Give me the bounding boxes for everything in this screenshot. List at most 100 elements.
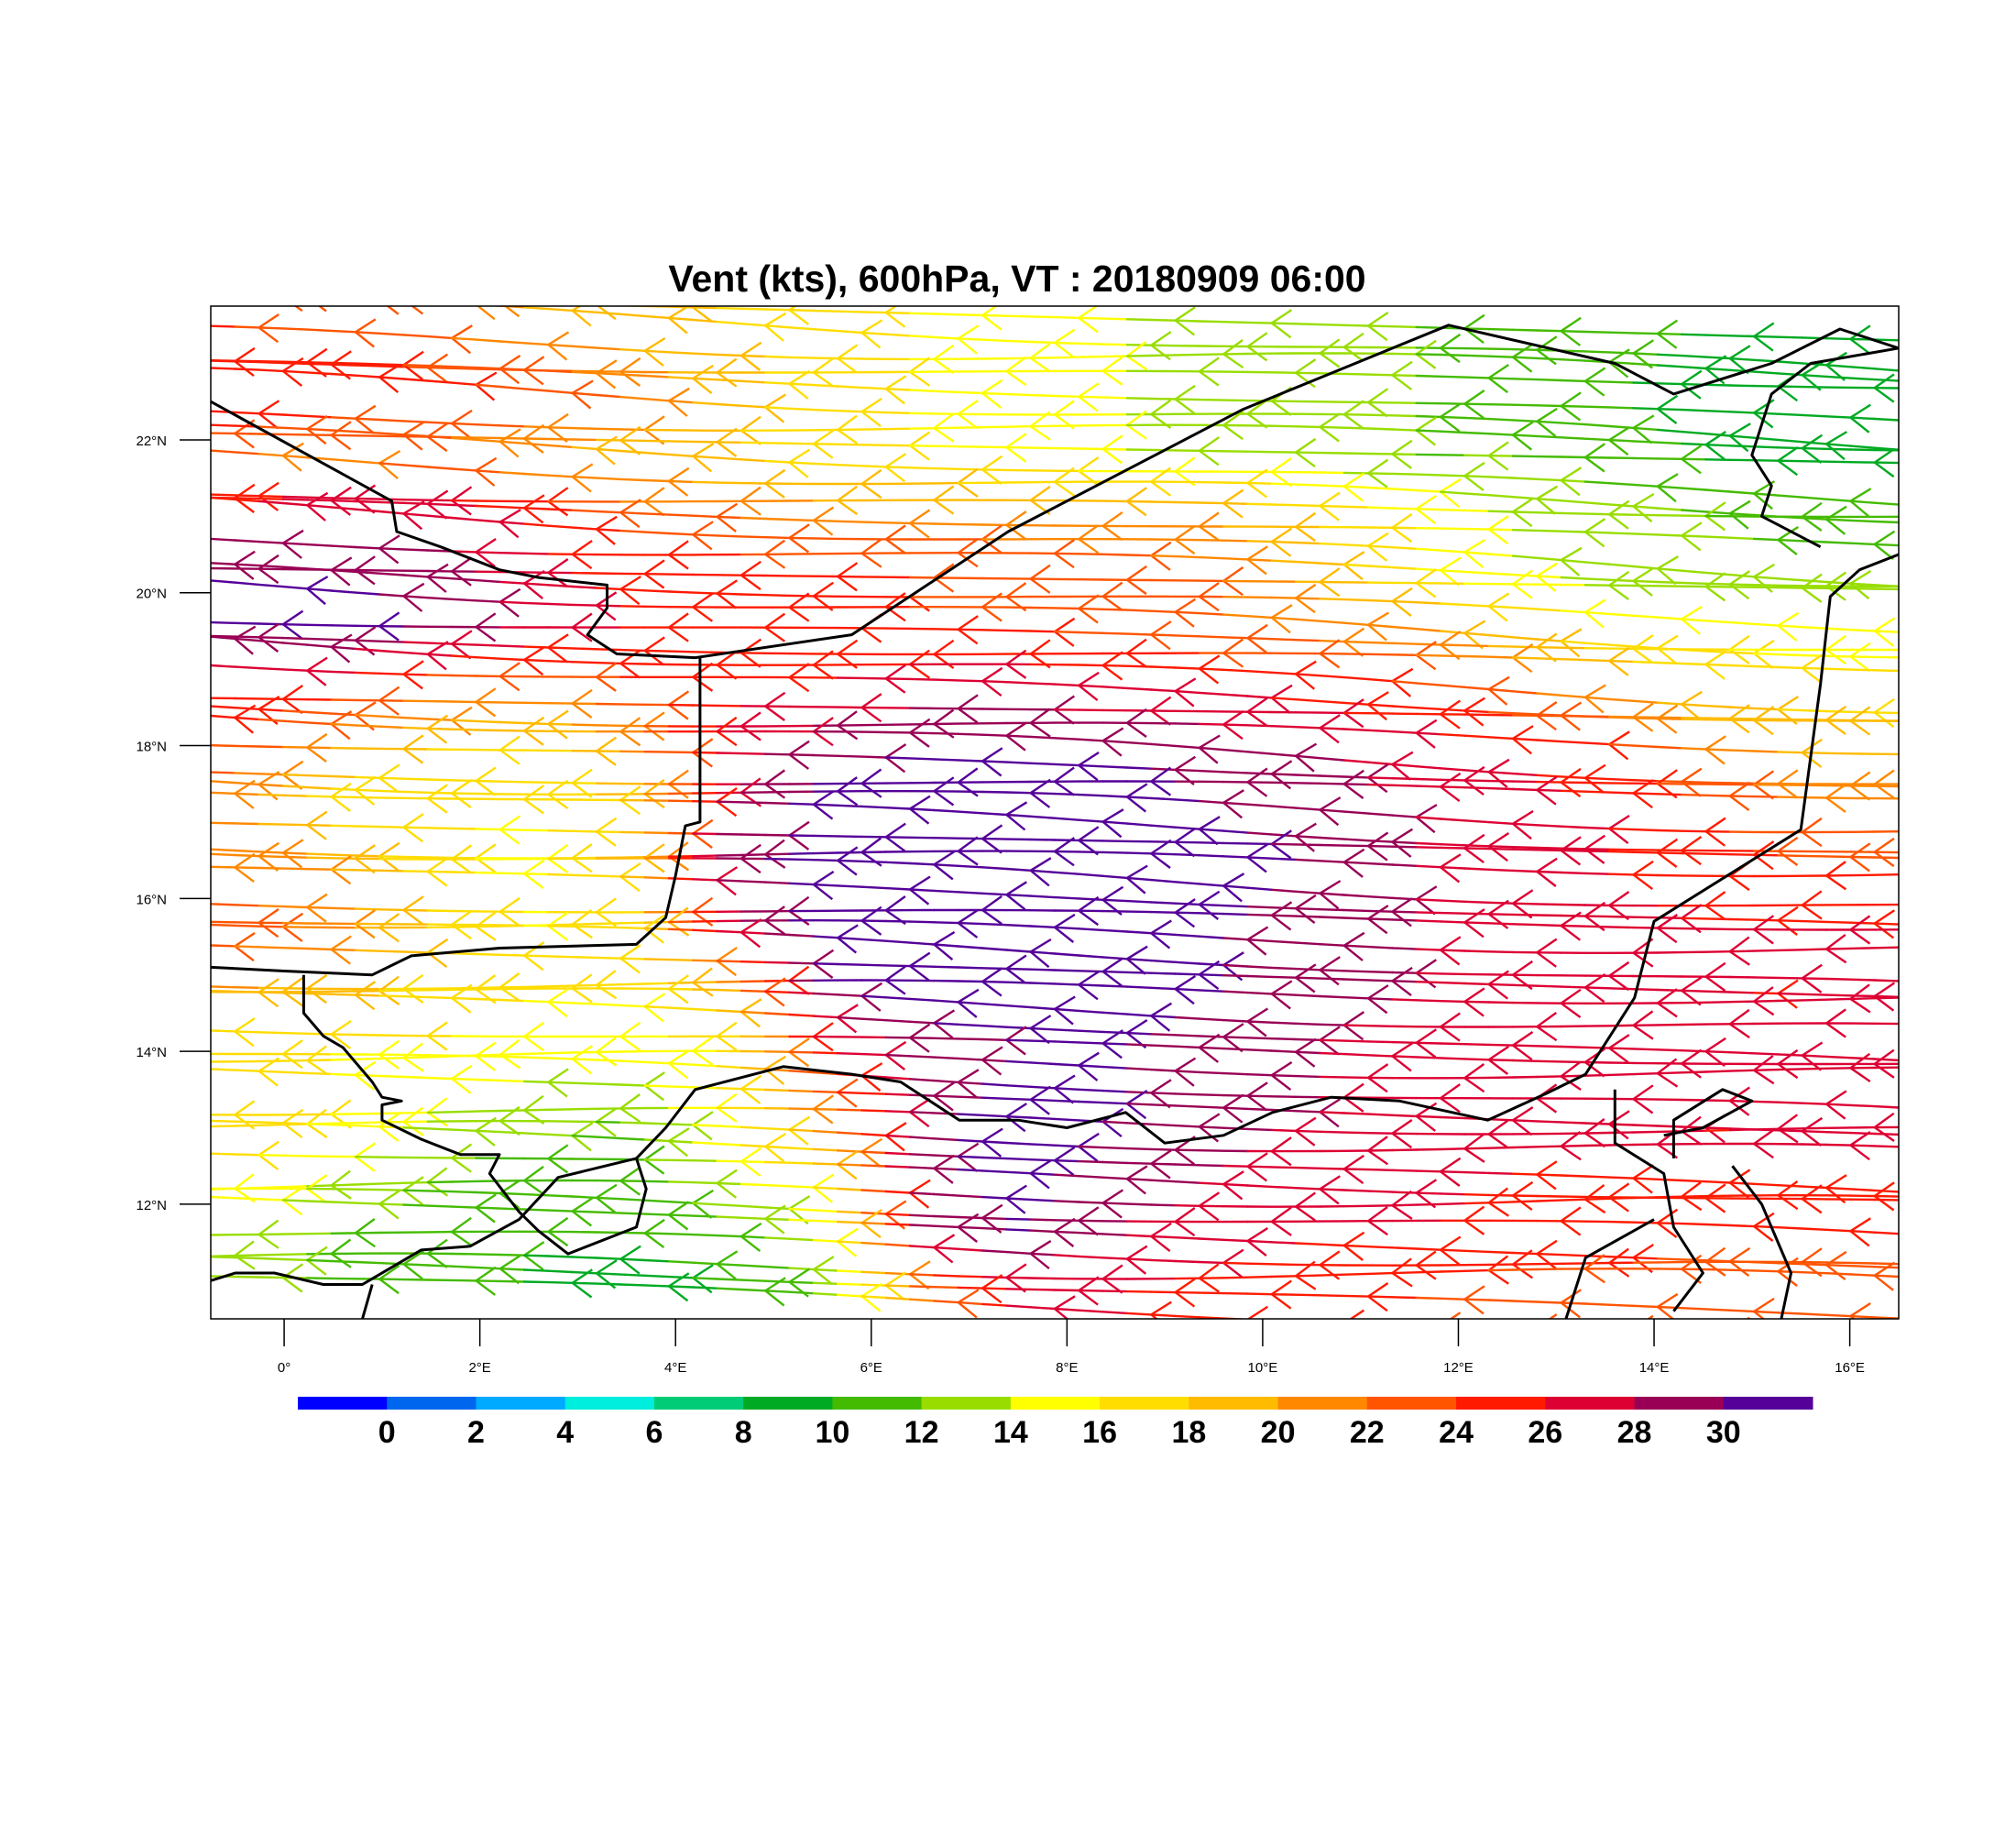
streamline-segment: [837, 1015, 863, 1020]
streamline-segment: [667, 1213, 695, 1217]
streamline-segment: [257, 666, 285, 671]
streamline-segment: [1078, 631, 1104, 634]
streamline-segment: [1511, 983, 1539, 987]
streamline-segment: [1319, 699, 1346, 705]
streamline-segment: [1198, 1017, 1225, 1022]
streamline-segment: [1728, 1309, 1756, 1313]
streamline-segment: [1583, 848, 1611, 851]
streamline-segment: [1487, 572, 1515, 576]
streamline-segment: [1463, 654, 1490, 658]
streamline-segment: [1583, 1131, 1611, 1135]
streamline-segment: [1029, 1252, 1057, 1257]
x-tick-label: 0°: [278, 1360, 290, 1376]
streamline-segment: [860, 755, 887, 759]
streamline-segment: [1029, 393, 1057, 398]
streamline-segment: [450, 1205, 477, 1209]
streamline-segment: [1487, 820, 1515, 825]
streamline-segment: [1680, 366, 1707, 370]
streamline-segment: [788, 1267, 816, 1271]
streamline-segment: [1246, 913, 1274, 916]
streamline-segment: [981, 1226, 1008, 1231]
streamline-segment: [378, 649, 405, 654]
streamline-segment: [1849, 499, 1876, 504]
streamline-segment: [740, 1264, 767, 1268]
streamline-segment: [1391, 1271, 1418, 1275]
streamline-segment: [716, 1278, 743, 1281]
streamline-segment: [281, 498, 309, 501]
streamline-segment: [1415, 816, 1442, 820]
streamline-segment: [1607, 1072, 1635, 1077]
streamline-segment: [306, 710, 333, 715]
x-tick-label: 6°E: [860, 1360, 882, 1376]
streamline-segment: [1342, 861, 1370, 865]
streamline-segment: [933, 1192, 959, 1197]
streamline-segment: [426, 870, 454, 873]
streamline-segment: [1366, 703, 1394, 708]
streamline-segment: [499, 872, 526, 875]
streamline-segment: [571, 829, 598, 833]
streamline-segment: [1752, 622, 1780, 627]
streamline-segment: [1511, 1268, 1539, 1271]
streamline-segment: [281, 1059, 309, 1062]
streamline-segment: [1150, 1044, 1177, 1048]
streamline-segment: [1101, 984, 1129, 988]
streamline-segment: [1415, 731, 1442, 736]
streamline-segment: [475, 643, 501, 647]
streamline-segment: [1270, 773, 1298, 776]
streamline-segment: [426, 909, 454, 913]
streamline-segment: [908, 1020, 936, 1025]
streamline-segment: [1728, 434, 1756, 439]
streamline-segment: [1005, 392, 1032, 397]
streamline-segment: [1536, 511, 1562, 515]
streamline-segment: [257, 326, 285, 330]
streamline-segment: [1463, 1192, 1490, 1197]
streamline-segment: [1125, 1290, 1153, 1293]
streamline-segment: [1125, 796, 1153, 800]
streamline-segment: [1174, 1180, 1201, 1184]
streamline-segment: [1198, 962, 1225, 967]
streamline-segment: [1005, 1157, 1032, 1161]
streamline-segment: [257, 1198, 285, 1202]
streamline-segment: [402, 420, 429, 423]
streamline-segment: [1752, 664, 1780, 669]
streamline-segment: [306, 1059, 333, 1062]
streamline-segment: [643, 349, 671, 354]
streamline-segment: [234, 1069, 260, 1072]
streamline-segment: [1704, 410, 1732, 413]
streamline-segment: [1198, 973, 1225, 977]
streamline-segment: [1487, 922, 1515, 926]
streamline-segment: [1174, 1203, 1201, 1208]
streamline-segment: [740, 593, 767, 597]
streamline-segment: [884, 964, 912, 968]
streamline-segment: [1342, 413, 1370, 416]
streamline-segment: [1005, 1026, 1032, 1030]
streamline-segment: [1029, 1218, 1057, 1222]
streamline-segment: [1319, 969, 1346, 972]
streamline-segment: [330, 824, 357, 828]
streamline-segment: [1246, 1262, 1274, 1266]
streamline-segment: [354, 907, 381, 911]
streamline-segment: [1632, 1221, 1660, 1224]
streamline-segment: [1053, 607, 1080, 610]
streamline-segment: [1342, 543, 1370, 547]
streamline-segment: [619, 511, 646, 515]
streamline-segment: [788, 753, 816, 757]
streamline-segment: [1680, 747, 1707, 751]
streamline-segment: [1415, 919, 1442, 923]
streamline-segment: [1270, 1185, 1298, 1190]
streamline-segment: [860, 1133, 887, 1137]
streamline-segment: [619, 587, 646, 592]
streamline-segment: [1174, 319, 1201, 323]
streamline-segment: [306, 643, 333, 648]
streamline-segment: [1294, 915, 1321, 918]
streamline-segment: [908, 1136, 936, 1140]
streamline-segment: [595, 1050, 622, 1054]
streamline-segment: [378, 776, 405, 780]
streamline-segment: [330, 329, 357, 334]
streamline-segment: [1053, 1254, 1080, 1258]
streamline-segment: [1873, 338, 1899, 342]
streamline-segment: [1005, 445, 1032, 449]
streamline-segment: [1366, 506, 1394, 510]
streamline-segment: [1270, 975, 1298, 979]
streamline-segment: [1174, 1148, 1201, 1152]
